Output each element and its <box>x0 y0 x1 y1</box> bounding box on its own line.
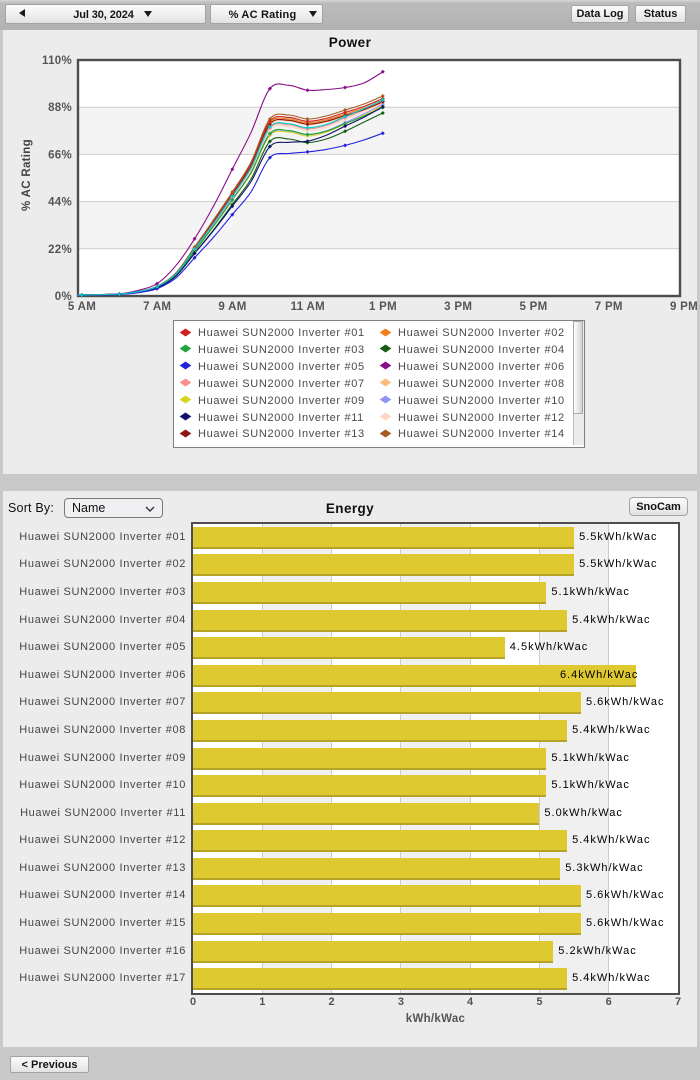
svg-text:11 AM: 11 AM <box>291 301 325 313</box>
svg-text:88%: 88% <box>48 102 72 114</box>
svg-text:5 PM: 5 PM <box>519 301 547 313</box>
svg-text:66%: 66% <box>48 149 72 161</box>
svg-text:22%: 22% <box>48 244 72 256</box>
svg-text:3 PM: 3 PM <box>444 301 472 313</box>
svg-text:110%: 110% <box>42 55 72 67</box>
svg-text:9 AM: 9 AM <box>218 301 246 313</box>
svg-text:44%: 44% <box>48 197 72 209</box>
svg-text:7 PM: 7 PM <box>595 301 623 313</box>
svg-text:5 AM: 5 AM <box>68 301 96 313</box>
svg-text:7 AM: 7 AM <box>143 301 171 313</box>
svg-text:1 PM: 1 PM <box>369 301 397 313</box>
svg-text:0%: 0% <box>55 291 72 303</box>
svg-text:% AC Rating: % AC Rating <box>21 139 33 211</box>
svg-text:9 PM: 9 PM <box>670 301 697 313</box>
